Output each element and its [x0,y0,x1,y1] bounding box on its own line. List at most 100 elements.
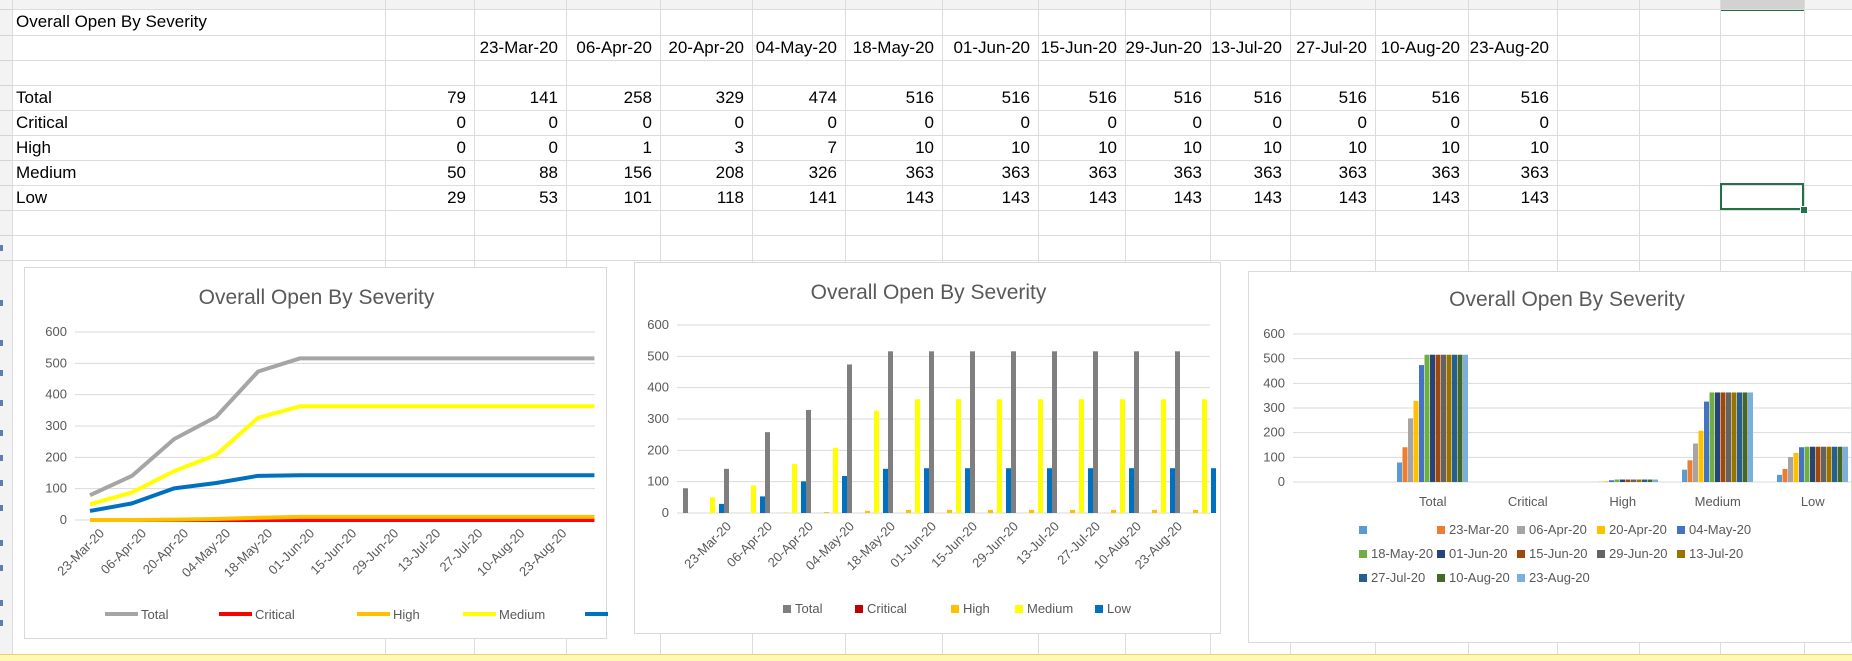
series-line-low [90,475,594,511]
value-cell[interactable]: 10 [1290,136,1371,160]
y-tick-label: 200 [45,449,67,464]
value-cell[interactable]: 0 [385,136,470,160]
value-cell[interactable]: 0 [1038,111,1121,135]
row-label-cell[interactable]: Total [12,86,380,110]
date-header-cell[interactable]: 27-Jul-20 [1290,36,1371,60]
value-cell[interactable]: 363 [1125,161,1206,185]
value-cell[interactable]: 516 [1210,86,1286,110]
value-cell[interactable]: 1 [566,136,656,160]
date-header-cell[interactable]: 15-Jun-20 [1038,36,1121,60]
bar-4-10 [1832,447,1837,482]
value-cell[interactable]: 0 [474,111,562,135]
value-cell[interactable]: 0 [1375,111,1464,135]
value-cell[interactable]: 118 [660,186,748,210]
value-cell[interactable]: 363 [845,161,938,185]
value-cell[interactable]: 79 [385,86,470,110]
row-label-cell[interactable]: High [12,136,380,160]
value-cell[interactable]: 363 [1210,161,1286,185]
value-cell[interactable]: 0 [1210,111,1286,135]
date-header-cell[interactable]: 01-Jun-20 [942,36,1034,60]
value-cell[interactable]: 10 [1038,136,1121,160]
value-cell[interactable]: 0 [1125,111,1206,135]
bar-4-4 [1799,447,1804,482]
value-cell[interactable]: 516 [1375,86,1464,110]
value-cell[interactable]: 0 [474,136,562,160]
value-cell[interactable]: 10 [942,136,1034,160]
row-label-cell[interactable]: Medium [12,161,380,185]
value-cell[interactable]: 143 [1210,186,1286,210]
date-header-cell[interactable]: 23-Aug-20 [1468,36,1553,60]
value-cell[interactable]: 363 [1290,161,1371,185]
value-cell[interactable]: 516 [942,86,1034,110]
value-cell[interactable]: 141 [474,86,562,110]
value-cell[interactable]: 258 [566,86,656,110]
value-cell[interactable]: 143 [1038,186,1121,210]
value-cell[interactable]: 0 [660,111,748,135]
value-cell[interactable]: 156 [566,161,656,185]
value-cell[interactable]: 0 [1290,111,1371,135]
y-tick-label: 100 [647,474,669,489]
value-cell[interactable]: 0 [845,111,938,135]
value-cell[interactable]: 516 [1290,86,1371,110]
row-label-cell[interactable]: Low [12,186,380,210]
value-cell[interactable]: 516 [845,86,938,110]
bar-4-8 [1821,447,1826,482]
date-header-cell[interactable]: 06-Apr-20 [566,36,656,60]
value-cell[interactable]: 143 [1468,186,1553,210]
value-cell[interactable]: 363 [942,161,1034,185]
value-cell[interactable]: 516 [1038,86,1121,110]
value-cell[interactable]: 0 [942,111,1034,135]
value-cell[interactable]: 143 [1125,186,1206,210]
value-cell[interactable]: 326 [752,161,841,185]
value-cell[interactable]: 0 [1468,111,1553,135]
value-cell[interactable]: 101 [566,186,656,210]
date-header-cell[interactable]: 18-May-20 [845,36,938,60]
fill-handle[interactable] [1800,206,1808,214]
date-header-cell[interactable]: 23-Mar-20 [474,36,562,60]
date-header-cell[interactable]: 04-May-20 [752,36,841,60]
value-cell[interactable]: 143 [845,186,938,210]
value-cell[interactable]: 474 [752,86,841,110]
date-header-cell[interactable]: 13-Jul-20 [1210,36,1286,60]
row-label-cell[interactable]: Critical [12,111,380,135]
value-cell[interactable]: 88 [474,161,562,185]
value-cell[interactable]: 143 [1375,186,1464,210]
value-cell[interactable]: 363 [1468,161,1553,185]
value-cell[interactable]: 29 [385,186,470,210]
value-cell[interactable]: 143 [1290,186,1371,210]
legend-label: Total [141,607,169,622]
date-header-cell[interactable]: 29-Jun-20 [1125,36,1206,60]
value-cell[interactable]: 0 [752,111,841,135]
value-cell[interactable]: 3 [660,136,748,160]
value-cell[interactable]: 516 [1468,86,1553,110]
value-cell[interactable]: 0 [385,111,470,135]
value-cell[interactable]: 10 [1210,136,1286,160]
bar-2-5 [1615,480,1620,482]
value-cell[interactable]: 516 [1125,86,1206,110]
sheet-title-cell[interactable]: Overall Open By Severity [12,10,380,34]
value-cell[interactable]: 10 [1375,136,1464,160]
date-header-cell[interactable]: 10-Aug-20 [1375,36,1464,60]
bar-total [1052,351,1057,513]
legend-label: Total [795,601,823,616]
value-cell[interactable]: 7 [752,136,841,160]
value-cell[interactable]: 10 [1125,136,1206,160]
legend-label: 01-Jun-20 [1449,546,1508,561]
value-cell[interactable]: 0 [566,111,656,135]
value-cell[interactable]: 10 [1468,136,1553,160]
date-header-cell[interactable]: 20-Apr-20 [660,36,748,60]
selected-cell[interactable] [1720,183,1804,210]
value-cell[interactable]: 143 [942,186,1034,210]
value-cell[interactable]: 10 [845,136,938,160]
value-cell[interactable]: 363 [1038,161,1121,185]
value-cell[interactable]: 50 [385,161,470,185]
value-cell[interactable]: 329 [660,86,748,110]
value-cell[interactable]: 363 [1375,161,1464,185]
value-cell[interactable]: 53 [474,186,562,210]
value-cell[interactable]: 208 [660,161,748,185]
value-cell[interactable]: 141 [752,186,841,210]
